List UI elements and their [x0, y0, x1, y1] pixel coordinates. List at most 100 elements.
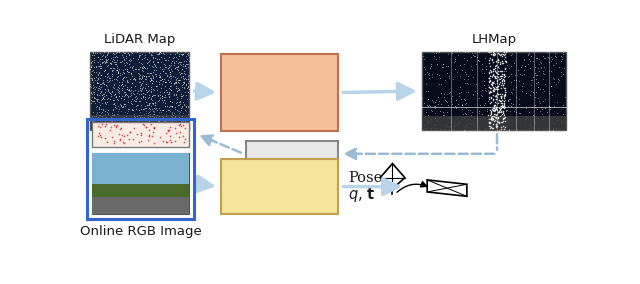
Point	[127, 122, 138, 126]
Point	[488, 69, 499, 73]
Point	[436, 90, 446, 95]
Point	[485, 85, 495, 90]
Point	[167, 105, 177, 109]
Point	[91, 105, 101, 109]
Point	[177, 114, 187, 119]
Point	[113, 91, 124, 95]
Point	[148, 64, 158, 69]
Point	[160, 83, 170, 88]
Point	[165, 64, 175, 68]
Point	[493, 116, 503, 120]
Point	[173, 61, 183, 65]
Point	[496, 113, 506, 117]
Point	[98, 53, 108, 57]
Point	[122, 51, 132, 55]
Point	[108, 57, 118, 62]
Point	[182, 125, 193, 130]
Point	[496, 95, 506, 99]
Point	[109, 55, 120, 60]
Point	[94, 131, 104, 135]
Point	[113, 69, 123, 73]
Point	[484, 85, 494, 89]
Point	[117, 78, 127, 82]
Point	[124, 107, 134, 111]
Point	[142, 103, 152, 107]
Point	[499, 105, 509, 109]
Point	[168, 121, 179, 125]
Point	[105, 66, 115, 70]
Point	[490, 108, 500, 113]
Point	[147, 85, 157, 89]
Point	[112, 58, 122, 62]
Point	[179, 126, 189, 131]
Point	[443, 52, 453, 57]
Point	[93, 80, 103, 85]
Point	[120, 120, 130, 125]
Point	[492, 97, 502, 101]
Point	[111, 87, 122, 92]
Point	[161, 111, 172, 116]
Point	[129, 112, 139, 117]
Point	[170, 52, 180, 57]
Point	[93, 77, 103, 81]
Point	[86, 61, 97, 66]
Point	[120, 101, 130, 106]
Point	[461, 111, 471, 116]
Point	[528, 59, 538, 63]
Point	[463, 73, 473, 78]
Point	[498, 104, 508, 108]
Point	[110, 92, 120, 96]
Point	[118, 58, 129, 62]
Point	[96, 73, 106, 77]
Point	[181, 114, 191, 119]
Point	[131, 67, 141, 72]
Point	[93, 88, 103, 93]
Point	[172, 76, 182, 81]
Point	[164, 55, 174, 59]
Point	[88, 51, 98, 55]
Point	[181, 126, 191, 131]
Point	[86, 77, 97, 81]
Point	[113, 108, 123, 113]
Point	[122, 93, 132, 98]
Point	[98, 96, 108, 100]
Point	[543, 69, 554, 73]
Point	[93, 55, 104, 60]
Point	[464, 121, 474, 126]
Point	[460, 70, 470, 74]
Point	[160, 119, 170, 124]
Point	[552, 80, 563, 84]
Point	[121, 113, 131, 118]
Point	[543, 55, 553, 59]
Point	[486, 115, 496, 119]
Point	[134, 67, 144, 72]
Point	[159, 66, 169, 71]
Point	[484, 116, 494, 120]
Point	[488, 72, 498, 76]
Point	[460, 49, 470, 54]
Point	[500, 60, 511, 64]
Point	[136, 126, 147, 130]
Point	[131, 125, 141, 130]
FancyBboxPatch shape	[221, 159, 338, 214]
Point	[88, 110, 98, 115]
Point	[145, 117, 156, 122]
Point	[97, 110, 107, 114]
Point	[530, 95, 540, 99]
Point	[170, 104, 180, 109]
Point	[435, 127, 445, 131]
Point	[466, 122, 476, 127]
Point	[505, 97, 515, 101]
Point	[160, 65, 170, 70]
Point	[504, 128, 514, 132]
Point	[182, 105, 193, 110]
Point	[87, 95, 97, 99]
Point	[135, 80, 145, 85]
Point	[165, 73, 175, 78]
Point	[484, 90, 494, 95]
Point	[159, 58, 170, 62]
Point	[124, 87, 134, 91]
Point	[133, 88, 143, 93]
Point	[135, 85, 145, 90]
Point	[467, 68, 477, 72]
